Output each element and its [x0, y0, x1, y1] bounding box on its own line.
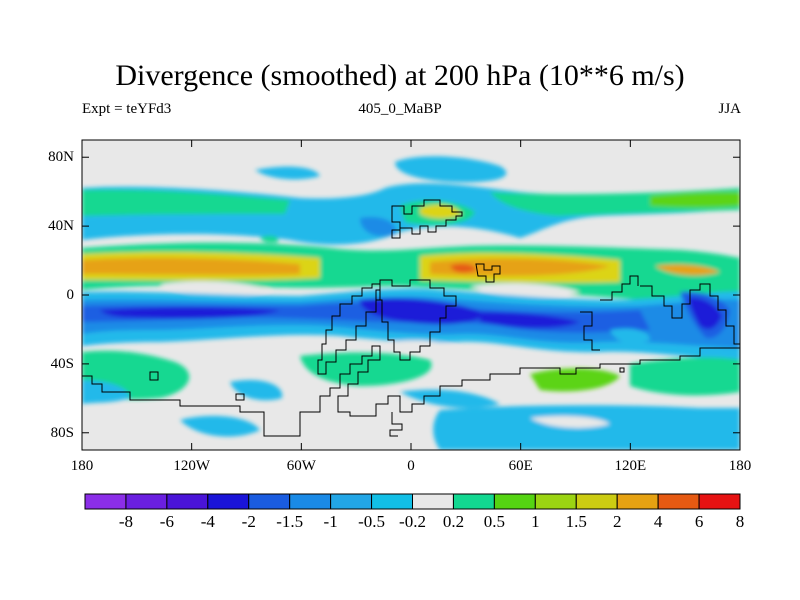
colorbar-swatch [371, 493, 413, 510]
field-patch [530, 416, 610, 428]
lon-tick-label: 60W [286, 458, 316, 474]
lon-tick-label: 180 [728, 458, 752, 474]
field-patch [650, 192, 740, 208]
field-patch [360, 216, 396, 237]
colorbar-label: 0.2 [442, 512, 465, 531]
field-patch [260, 235, 279, 243]
lon-tick-label: 60E [508, 458, 533, 474]
colorbar-swatch [452, 493, 495, 510]
field-patch [480, 312, 580, 328]
field-patch [530, 368, 620, 392]
coastline-asia [475, 263, 501, 283]
coastline-antarctic-peninsula [389, 412, 403, 437]
field-patch [255, 166, 320, 180]
experiment-label: Expt = teYFd3 [82, 101, 172, 117]
colorbar-swatch [248, 493, 291, 510]
colorbar-label: 1.5 [565, 512, 587, 531]
field-patch [400, 389, 500, 408]
colorbar-swatch [657, 493, 700, 510]
colorbar-swatch [493, 493, 536, 510]
colorbar-label: -0.5 [358, 512, 386, 531]
colorbar [84, 493, 741, 510]
coastlines [82, 199, 740, 437]
colorbar-swatch [412, 493, 454, 510]
coastline-antarctica [82, 345, 740, 437]
lat-tick-label: 80S [50, 424, 74, 441]
lat-tick-label: 40S [50, 355, 74, 372]
lon-tick-label: 0 [407, 458, 415, 474]
field-patch [100, 307, 280, 319]
colorbar-label: 1 [531, 512, 540, 531]
field-patch [430, 258, 610, 276]
colorbar-label: -2 [241, 512, 256, 531]
field-patch [82, 189, 290, 216]
field-patch [230, 379, 283, 401]
colorbar-label: -4 [200, 512, 215, 531]
field-patch [470, 283, 580, 297]
colorbar-label: 0.5 [483, 512, 505, 531]
coastline-misc [149, 367, 625, 401]
field-patch [82, 257, 300, 275]
field-patch [360, 298, 483, 325]
field-patch [610, 328, 650, 344]
colorbar-label: -1 [323, 512, 338, 531]
coastline-australia [580, 275, 740, 351]
field-patch [655, 264, 720, 276]
colorbar-label: 4 [653, 512, 663, 531]
colorbar-label: -1.5 [276, 512, 304, 531]
colorbar-swatch [84, 493, 127, 510]
coastline-europe-africa [391, 199, 463, 239]
field-patch [390, 340, 460, 354]
colorbar-label: -0.2 [399, 512, 426, 531]
lon-tick-label: 120E [614, 458, 647, 474]
colorbar-label: -6 [159, 512, 174, 531]
colorbar-swatch [616, 493, 659, 510]
colorbar-swatch [575, 493, 618, 510]
lon-tick-label: 120W [173, 458, 210, 474]
plot-title: Divergence (smoothed) at 200 hPa (10**6 … [115, 59, 685, 92]
lat-tick-label: 40N [48, 218, 74, 235]
colorbar-swatch [166, 493, 209, 510]
period-label: 405_0_MaBP [358, 101, 442, 117]
field-patch [630, 357, 740, 396]
field-patch [160, 281, 270, 297]
lat-tick-label: 80N [48, 149, 74, 166]
axis-ticks [81, 140, 741, 450]
colorbar-swatch [125, 493, 168, 510]
field-patch [450, 263, 476, 273]
lat-tick-label: 0 [66, 287, 75, 303]
divergence-field [82, 140, 740, 450]
lon-tick-label: 180 [70, 458, 94, 474]
colorbar-swatch [698, 493, 741, 510]
field-patch [180, 415, 260, 437]
season-label: JJA [718, 101, 741, 117]
field-patch [300, 352, 432, 386]
colorbar-swatch [207, 493, 250, 510]
field-patch [688, 297, 722, 330]
colorbar-label: 2 [612, 512, 622, 531]
colorbar-label: -8 [118, 512, 134, 531]
colorbar-label: 6 [694, 512, 704, 531]
coastline-africa [375, 279, 457, 361]
field-patch [395, 156, 507, 183]
coastline-south-america [317, 283, 381, 375]
colorbar-label: 8 [735, 512, 745, 531]
colorbar-swatch [330, 493, 373, 510]
colorbar-swatch [534, 493, 577, 510]
colorbar-swatch [289, 493, 332, 510]
